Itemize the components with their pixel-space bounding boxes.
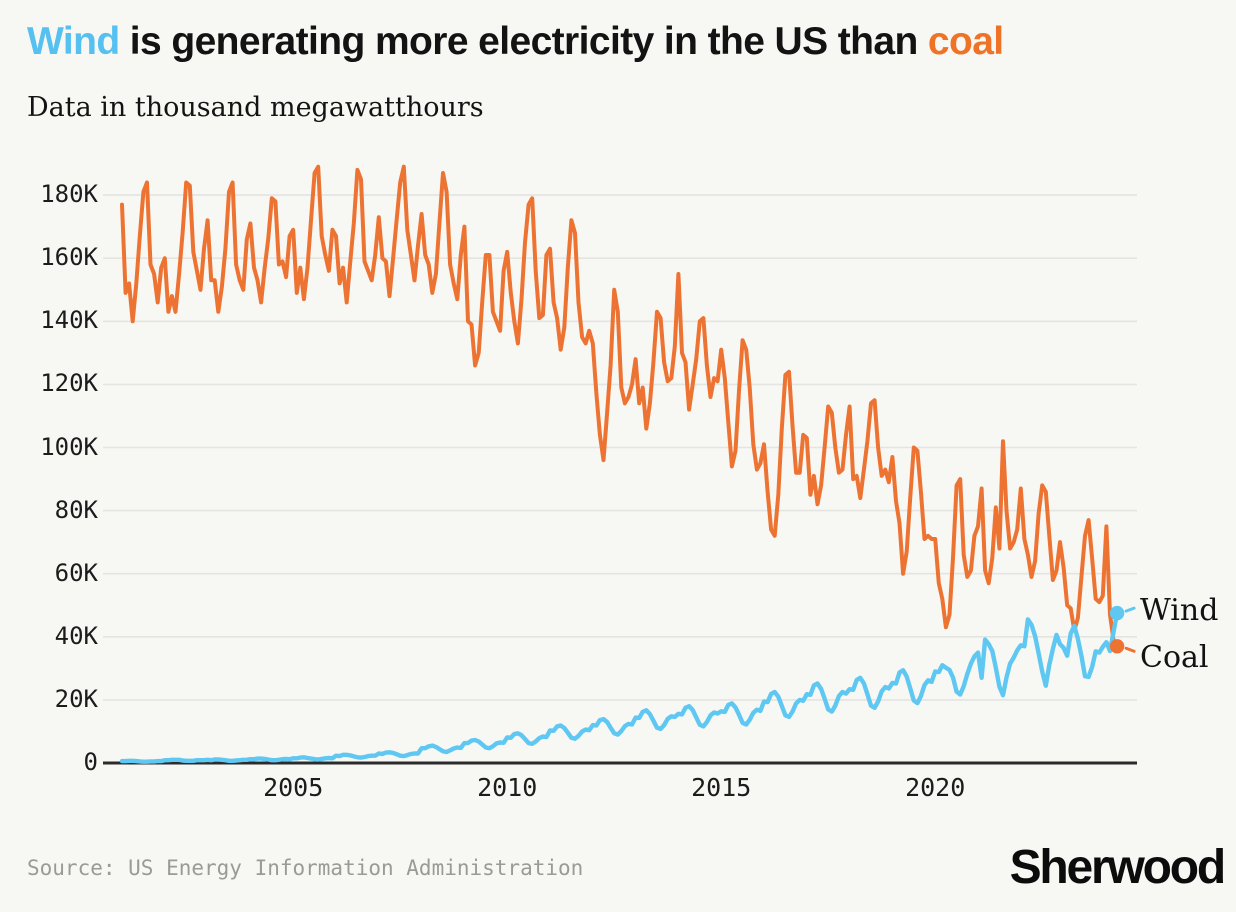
- y-tick-label: 0: [83, 748, 98, 776]
- coal-endpoint-dash: [1124, 646, 1136, 653]
- y-tick-label: 80K: [54, 495, 98, 524]
- y-tick-label: 120K: [40, 369, 98, 398]
- y-tick-label: 160K: [40, 243, 98, 272]
- coal-endpoint-dot: [1109, 639, 1125, 654]
- page-title: Wind is generating more electricity in t…: [27, 20, 1217, 64]
- legend-label-coal: Coal: [1140, 640, 1209, 676]
- x-tick-label: 2005: [263, 773, 324, 802]
- source-credit: Source: US Energy Information Administra…: [27, 856, 584, 880]
- y-tick-label: 180K: [40, 180, 98, 209]
- x-tick-label: 2020: [905, 773, 966, 802]
- x-tick-label: 2010: [477, 773, 538, 802]
- wind-line: [119, 610, 1120, 764]
- y-tick-label: 140K: [40, 306, 98, 335]
- y-tick-label: 40K: [54, 621, 98, 650]
- coal-line: [120, 164, 1120, 649]
- title-word-wind: Wind: [27, 20, 120, 63]
- chart-subtitle: Data in thousand megawatthours: [27, 92, 484, 123]
- wind-endpoint-dash: [1124, 606, 1136, 613]
- legend-label-wind: Wind: [1140, 593, 1219, 629]
- x-tick-label: 2015: [691, 773, 752, 802]
- y-tick-label: 100K: [40, 432, 98, 461]
- wind-endpoint-dot: [1109, 605, 1125, 621]
- sherwood-logo: Sherwood: [1009, 841, 1227, 894]
- title-middle-text: is generating more electricity in the US…: [119, 20, 928, 63]
- title-word-coal: coal: [927, 20, 1004, 63]
- y-tick-label: 60K: [54, 558, 98, 587]
- y-tick-label: 20K: [54, 684, 98, 713]
